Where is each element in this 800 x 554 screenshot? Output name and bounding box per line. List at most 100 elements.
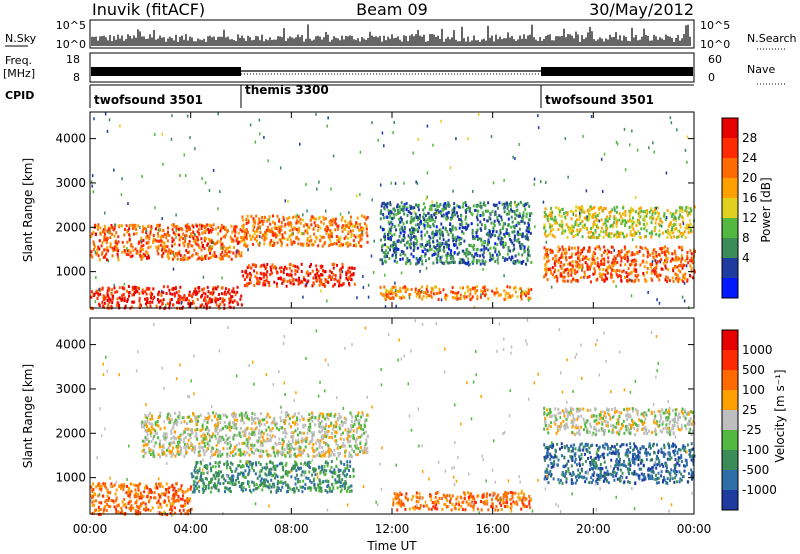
heatmap-cell [405, 201, 408, 205]
heatmap-cell [223, 227, 226, 231]
heatmap-cell [432, 292, 435, 296]
heatmap-cell [392, 241, 395, 245]
heatmap-cell [338, 281, 341, 285]
heatmap-cell [366, 240, 369, 244]
heatmap-cell [524, 207, 527, 211]
heatmap-cell [135, 289, 138, 293]
heatmap-cell [593, 258, 596, 262]
heatmap-cell [397, 247, 400, 251]
heatmap-cell [391, 234, 394, 238]
heatmap-cell [607, 260, 610, 264]
heatmap-cell [240, 426, 243, 430]
heatmap-cell [410, 215, 413, 219]
heatmap-cell [90, 494, 93, 498]
heatmap-speckle [266, 233, 268, 237]
heatmap-cell [93, 243, 96, 247]
heatmap-cell [428, 219, 431, 223]
heatmap-cell [106, 229, 109, 233]
heatmap-cell [437, 298, 440, 302]
heatmap-cell [135, 251, 138, 255]
heatmap-cell [557, 261, 560, 265]
heatmap-cell [127, 501, 130, 505]
heatmap-cell [322, 282, 325, 286]
heatmap-cell [234, 225, 237, 229]
heatmap-cell [158, 228, 161, 232]
heatmap-speckle [393, 120, 395, 124]
heatmap-cell [177, 495, 180, 499]
heatmap-cell [348, 266, 351, 270]
heatmap-cell [201, 425, 204, 429]
heatmap-cell [281, 438, 284, 442]
heatmap-cell [178, 509, 181, 513]
heatmap-cell [451, 233, 454, 237]
heatmap-cell [483, 286, 486, 290]
heatmap-cell [672, 231, 675, 235]
heatmap-cell [123, 287, 126, 291]
heatmap-cell [431, 232, 434, 236]
heatmap-cell [354, 235, 357, 239]
heatmap-cell [418, 289, 421, 293]
heatmap-cell [359, 222, 362, 226]
heatmap-cell [566, 211, 569, 215]
heatmap-cell [586, 218, 589, 222]
heatmap-cell [324, 270, 327, 274]
heatmap-cell [679, 231, 682, 235]
heatmap-cell [548, 213, 551, 217]
heatmap-cell [97, 254, 100, 258]
heatmap-cell [350, 232, 353, 236]
heatmap-cell [591, 235, 594, 239]
heatmap-cell [345, 271, 348, 275]
heatmap-cell [681, 256, 684, 260]
heatmap-cell [677, 235, 680, 239]
heatmap-cell [161, 247, 164, 251]
heatmap-cell [513, 225, 516, 229]
heatmap-cell [402, 238, 405, 242]
heatmap-cell [219, 246, 222, 250]
heatmap-cell [356, 427, 359, 431]
heatmap-cell [292, 215, 295, 219]
heatmap-cell [479, 220, 482, 224]
heatmap-cell [641, 246, 644, 250]
heatmap-cell [180, 446, 183, 450]
heatmap-cell [630, 259, 633, 263]
heatmap-cell [658, 222, 661, 226]
heatmap-cell [263, 418, 266, 422]
heatmap-cell [297, 282, 300, 286]
heatmap-cell [403, 205, 406, 209]
heatmap-cell [106, 237, 109, 241]
heatmap-cell [229, 300, 232, 304]
heatmap-cell [243, 278, 246, 282]
heatmap-cell [433, 204, 436, 208]
heatmap-cell [210, 453, 213, 457]
heatmap-cell [499, 228, 502, 232]
heatmap-cell [456, 252, 459, 256]
heatmap-cell [488, 258, 491, 262]
heatmap-cell [292, 278, 295, 282]
heatmap-cell [553, 218, 556, 222]
heatmap-cell [593, 260, 596, 264]
heatmap-cell [245, 232, 248, 236]
heatmap-cell [414, 203, 417, 207]
heatmap-cell [639, 215, 642, 219]
heatmap-cell [238, 453, 241, 457]
heatmap-cell [318, 445, 321, 449]
heatmap-cell [255, 235, 258, 239]
heatmap-speckle [113, 283, 115, 287]
heatmap-cell [459, 205, 462, 209]
heatmap-cell [331, 275, 334, 279]
heatmap-cell [592, 213, 595, 217]
heatmap-cell [137, 287, 140, 291]
heatmap-cell [429, 236, 432, 240]
heatmap-cell [330, 219, 333, 223]
heatmap-cell [99, 292, 102, 296]
heatmap-cell [493, 222, 496, 226]
heatmap-cell [288, 266, 291, 270]
heatmap-cell [687, 206, 690, 210]
heatmap-cell [482, 290, 485, 294]
heatmap-cell [223, 292, 226, 296]
heatmap-cell [271, 230, 274, 234]
heatmap-cell [560, 255, 563, 259]
heatmap-cell [416, 261, 419, 265]
heatmap-cell [587, 249, 590, 253]
heatmap-cell [202, 224, 205, 228]
